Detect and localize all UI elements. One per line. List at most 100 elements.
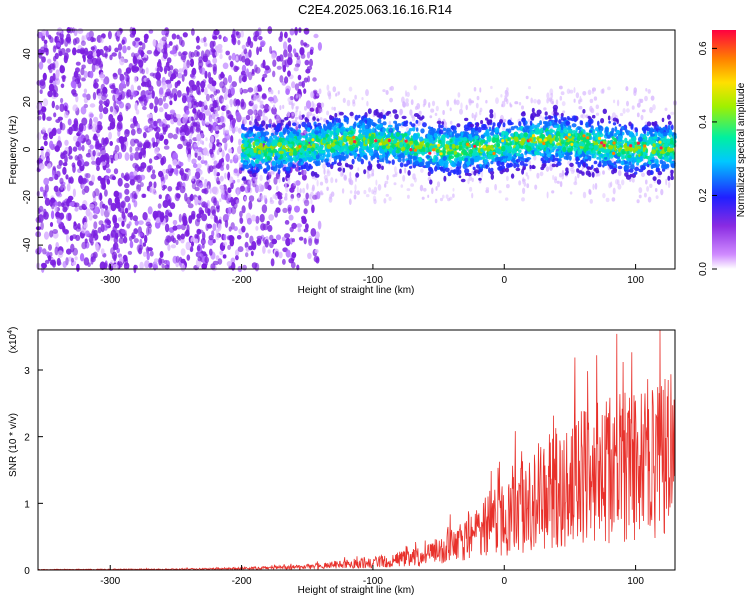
noise-speck (113, 168, 119, 175)
noise-speck (49, 230, 54, 238)
faint-speck (295, 95, 299, 99)
noise-speck (165, 168, 169, 174)
faint-speck (582, 191, 587, 199)
noise-speck (153, 105, 158, 113)
noise-speck (119, 57, 125, 66)
noise-speck (56, 128, 62, 135)
noise-speck (215, 232, 220, 241)
noise-speck (91, 63, 96, 73)
faint-speck (382, 89, 386, 93)
faint-speck (316, 93, 319, 97)
faint-speck (613, 99, 616, 104)
noise-speck (226, 109, 230, 115)
noise-speck (185, 141, 191, 147)
signal-speck (270, 132, 274, 137)
faint-speck (216, 96, 220, 103)
signal-speck (407, 170, 411, 176)
noise-speck (133, 176, 138, 182)
faint-speck (405, 98, 409, 103)
noise-speck (150, 173, 157, 180)
noise-speck (284, 76, 289, 84)
faint-speck (221, 162, 225, 166)
noise-speck (104, 189, 108, 197)
signal-speck (412, 162, 416, 166)
faint-speck (526, 183, 530, 189)
faint-speck (349, 179, 354, 186)
noise-speck (235, 111, 241, 118)
noise-speck (126, 89, 132, 98)
signal-speck (624, 172, 629, 177)
signal-speck (608, 120, 611, 124)
faint-speck (419, 184, 424, 192)
noise-speck (224, 37, 228, 42)
noise-speck (133, 75, 138, 83)
signal-speck (634, 128, 639, 133)
noise-speck (100, 223, 105, 233)
noise-speck (196, 217, 201, 223)
noise-speck (140, 94, 147, 102)
faint-speck (449, 196, 453, 201)
faint-speck (546, 92, 550, 99)
noise-speck (105, 168, 111, 174)
noise-speck (215, 176, 220, 185)
noise-speck (134, 37, 141, 42)
noise-speck (52, 62, 56, 71)
noise-speck (56, 257, 61, 266)
faint-speck (393, 166, 397, 173)
noise-speck (191, 158, 197, 165)
signal-speck (591, 114, 596, 119)
noise-speck (282, 207, 288, 213)
noise-speck (93, 229, 98, 236)
noise-speck (200, 80, 206, 89)
faint-speck (363, 189, 367, 195)
noise-speck (47, 58, 52, 64)
signal-speck (298, 124, 301, 129)
faint-speck (394, 173, 398, 178)
noise-speck (217, 48, 222, 53)
faint-speck (647, 196, 652, 203)
noise-speck (303, 208, 308, 215)
noise-speck (169, 109, 176, 114)
faint-speck (449, 107, 452, 112)
noise-speck (135, 59, 141, 64)
noise-speck (210, 205, 217, 214)
noise-speck (201, 87, 205, 93)
noise-speck (74, 256, 78, 261)
noise-speck (318, 88, 322, 95)
noise-speck (201, 243, 205, 249)
faint-speck (190, 91, 194, 96)
noise-speck (139, 165, 145, 173)
noise-speck (39, 89, 43, 94)
noise-speck (110, 229, 117, 238)
noise-speck (117, 68, 122, 76)
noise-speck (169, 76, 174, 82)
noise-speck (67, 195, 74, 201)
noise-speck (44, 259, 50, 264)
noise-speck (142, 42, 146, 50)
faint-speck (534, 184, 538, 190)
noise-speck (56, 218, 62, 225)
faint-speck (431, 100, 436, 107)
noise-speck (53, 112, 57, 118)
faint-speck (323, 168, 326, 175)
noise-speck (106, 233, 111, 242)
noise-speck (163, 102, 169, 110)
faint-speck (631, 105, 635, 110)
faint-speck (518, 102, 522, 106)
faint-speck (384, 183, 387, 188)
noise-speck (204, 49, 210, 58)
noise-speck (100, 161, 107, 166)
faint-speck (546, 98, 549, 104)
faint-speck (469, 186, 473, 192)
faint-speck (479, 107, 483, 113)
noise-speck (72, 247, 78, 256)
faint-speck (386, 174, 389, 181)
signal-speck (591, 171, 595, 178)
faint-speck (237, 127, 242, 134)
noise-speck (248, 71, 253, 81)
noise-speck (172, 133, 178, 140)
faint-speck (220, 121, 223, 126)
signal-speck (301, 114, 305, 118)
faint-speck (468, 99, 472, 106)
noise-speck (51, 170, 55, 179)
